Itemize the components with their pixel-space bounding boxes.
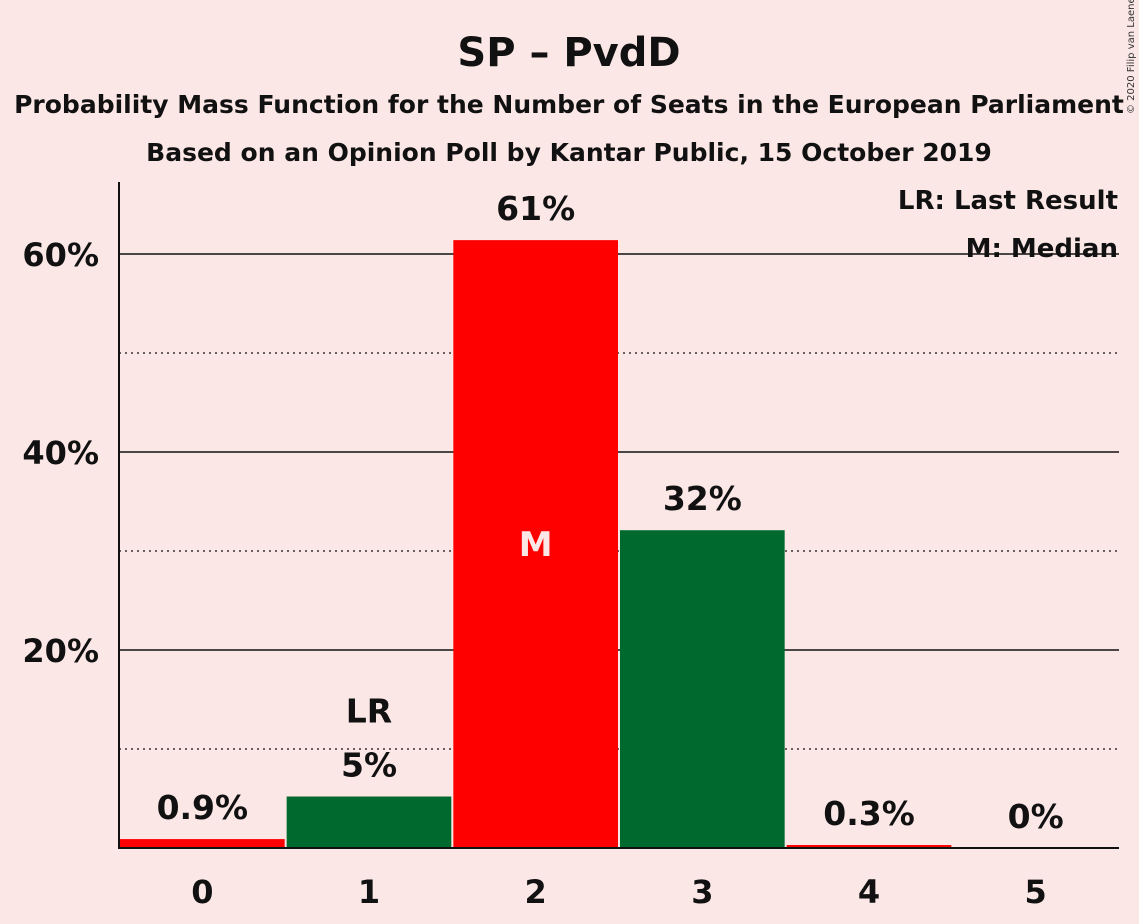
chart-subtitle: Probability Mass Function for the Number… (14, 90, 1124, 119)
y-axis-ticks: 20% 40% 60% (22, 236, 99, 670)
x-tick-label: 0 (191, 873, 213, 911)
bar-0 (120, 839, 285, 848)
bar-3 (620, 530, 785, 848)
x-tick-label: 4 (858, 873, 880, 911)
chart-title: SP – PvdD (457, 30, 680, 76)
bars (120, 240, 952, 848)
y-tick-label: 20% (22, 632, 99, 670)
legend-last-result: LR: Last Result (898, 186, 1118, 216)
y-tick-label: 40% (22, 434, 99, 472)
gridlines (119, 253, 1119, 750)
legend: LR: Last Result M: Median (898, 186, 1118, 264)
bar-value-label: 0% (1008, 797, 1064, 836)
value-labels: 0.9% 5% LR 61% M 32% 0.3% 0% (157, 189, 1064, 836)
bar-value-label: 32% (663, 479, 742, 518)
bar-value-label: 61% (496, 189, 575, 228)
x-tick-label: 1 (358, 873, 380, 911)
bar-2 (453, 240, 618, 848)
bar-value-label: 0.3% (823, 794, 915, 833)
x-tick-label: 3 (691, 873, 713, 911)
bar-value-label: 0.9% (157, 788, 249, 827)
last-result-marker: LR (346, 692, 392, 731)
median-marker: M (519, 525, 553, 565)
bar-4 (786, 845, 952, 848)
x-tick-label: 5 (1025, 873, 1047, 911)
legend-median: M: Median (966, 234, 1118, 264)
bar-value-label: 5% (341, 746, 397, 785)
chart-subtitle-poll: Based on an Opinion Poll by Kantar Publi… (146, 138, 992, 167)
copyright-text: © 2020 Filip van Laenen (1126, 0, 1137, 114)
y-tick-label: 60% (22, 236, 99, 274)
x-axis-ticks: 0 1 2 3 4 5 (191, 873, 1047, 911)
bar-1 (286, 796, 452, 848)
x-tick-label: 2 (525, 873, 547, 911)
